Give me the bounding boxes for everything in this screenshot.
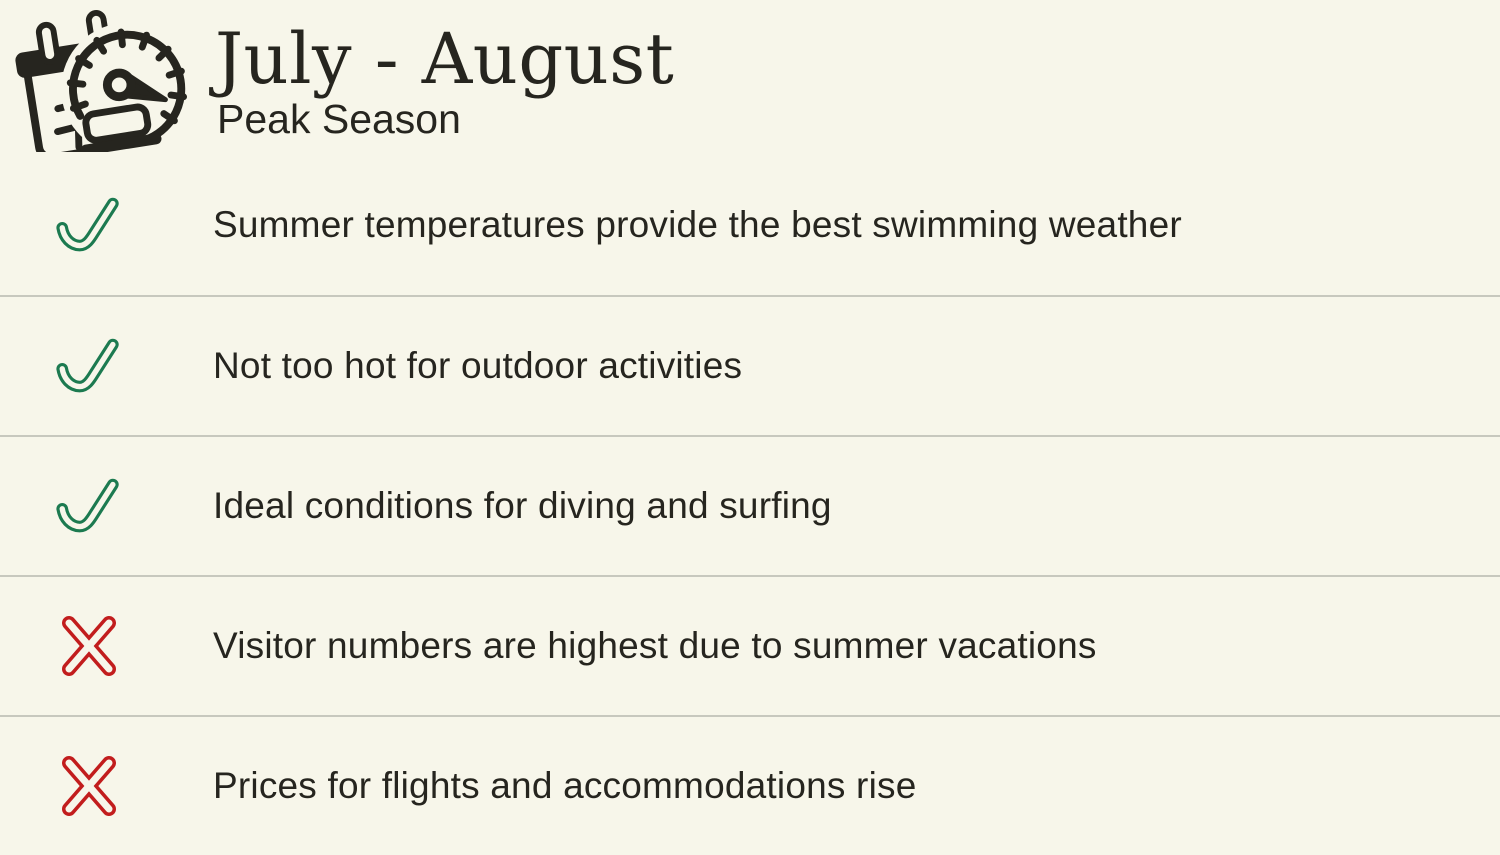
- list-item-text: Not too hot for outdoor activities: [213, 345, 743, 386]
- list-item-icon-cell: [54, 750, 213, 822]
- list-item-icon-cell: [54, 610, 213, 682]
- cross-icon: [62, 616, 116, 676]
- list-item: Prices for flights and accommodations ri…: [0, 715, 1500, 855]
- list-item: Ideal conditions for diving and surfing: [0, 435, 1500, 575]
- list-item: Summer temperatures provide the best swi…: [0, 155, 1500, 295]
- cross-icon: [62, 756, 116, 816]
- list-item-icon-cell: [54, 477, 213, 535]
- list-item-icon-cell: [54, 196, 213, 254]
- check-icon: [56, 478, 119, 533]
- title-block: July - August Peak Season: [215, 24, 674, 140]
- page-subtitle: Peak Season: [217, 96, 461, 142]
- check-icon: [56, 197, 119, 252]
- list-item-text: Summer temperatures provide the best swi…: [213, 204, 1182, 245]
- calendar-gauge-icon: [2, 2, 194, 162]
- list-item: Visitor numbers are highest due to summe…: [0, 575, 1500, 715]
- list-item: Not too hot for outdoor activities: [0, 295, 1500, 435]
- header: July - August Peak Season: [0, 0, 1500, 162]
- season-points-list: Summer temperatures provide the best swi…: [0, 155, 1500, 855]
- page-title: July - August: [215, 18, 675, 100]
- list-item-text: Prices for flights and accommodations ri…: [213, 765, 917, 806]
- list-item-text: Ideal conditions for diving and surfing: [213, 485, 832, 526]
- list-item-icon-cell: [54, 337, 213, 395]
- check-icon: [56, 338, 119, 393]
- list-item-text: Visitor numbers are highest due to summe…: [213, 625, 1097, 666]
- calendar-gauge-icon-svg: [15, 9, 194, 162]
